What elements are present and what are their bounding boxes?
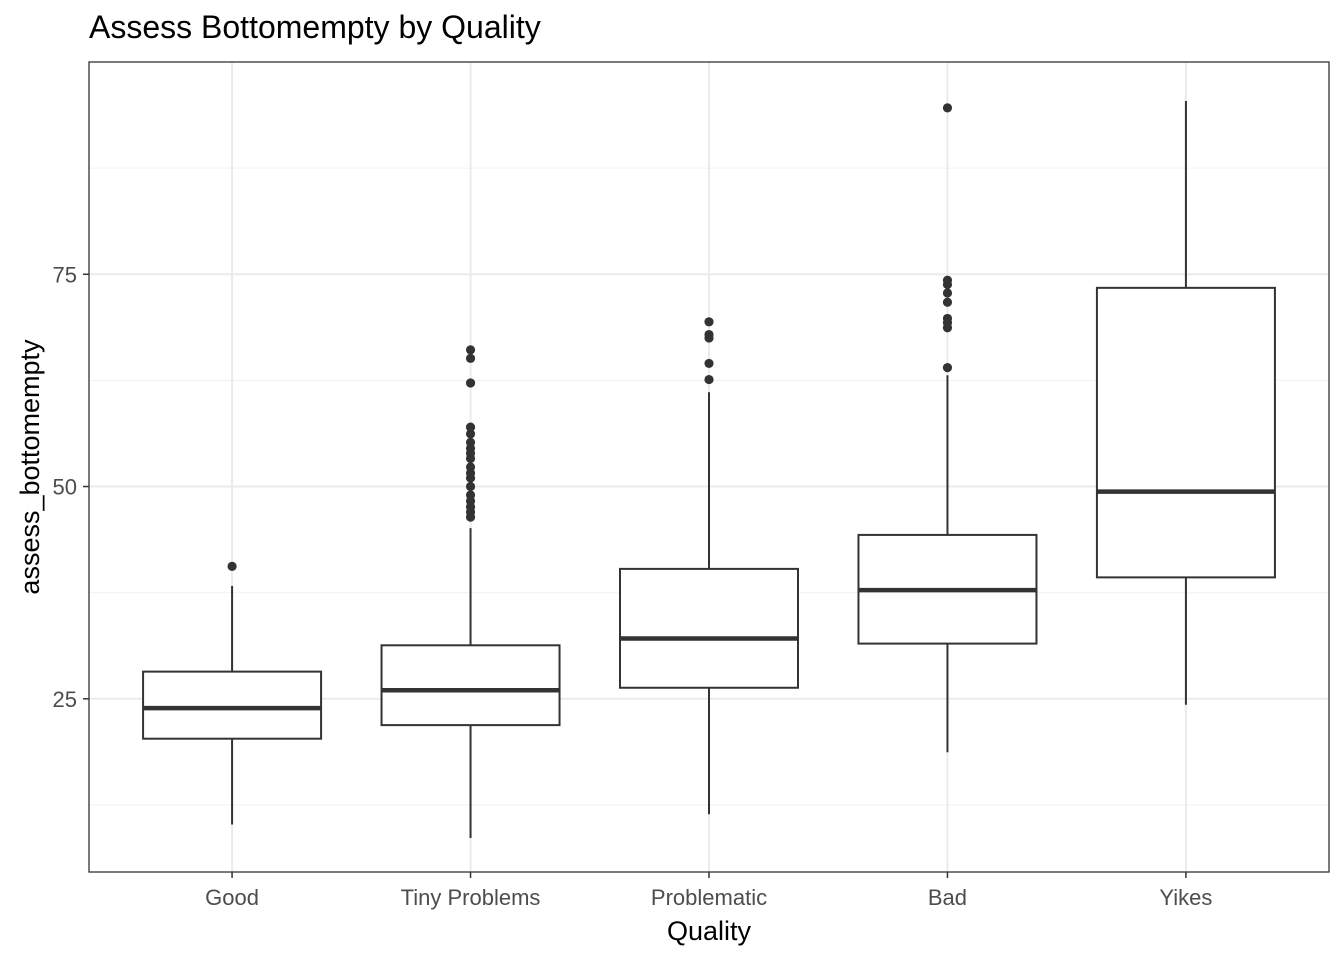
box-iqr [142, 670, 323, 740]
outlier-point [465, 353, 476, 363]
box-iqr [619, 567, 799, 689]
outlier-point [942, 363, 953, 373]
x-axis-title: Quality [667, 916, 752, 946]
outlier-point [465, 490, 476, 500]
axes: 25 50 75 Good Tiny Problems Problematic Bad Yik… [53, 262, 1213, 910]
boxplot-problematic [619, 317, 799, 815]
outlier-point [942, 275, 953, 285]
outlier-point [465, 437, 476, 447]
x-tick-label: Tiny Problems [401, 885, 541, 910]
outlier-point [465, 422, 476, 432]
x-tick-label: Yikes [1159, 885, 1212, 910]
outlier-point [465, 378, 476, 388]
boxplot-bad [857, 103, 1038, 753]
outlier-point [465, 429, 476, 439]
boxplot-layer [142, 101, 1276, 839]
outlier-point [942, 103, 953, 113]
outlier-point [227, 561, 237, 571]
boxplot-yikes [1095, 101, 1276, 705]
x-tick-label: Bad [928, 885, 967, 910]
boxplot-tiny-problems [380, 345, 561, 839]
outlier-point [465, 345, 476, 355]
outlier-point [465, 462, 476, 472]
x-tick-label: Good [205, 885, 259, 910]
outlier-point [704, 374, 714, 385]
outlier-point [704, 317, 714, 327]
boxplot-good [142, 561, 323, 825]
box-iqr [380, 644, 561, 727]
outlier-point [942, 288, 953, 298]
outlier-point [465, 481, 476, 492]
outlier-point [942, 313, 953, 324]
chart-title: Assess Bottomempty by Quality [89, 9, 541, 45]
y-tick-label: 50 [53, 475, 77, 500]
box-iqr [1095, 286, 1276, 579]
x-tick-label: Problematic [651, 885, 767, 910]
outlier-point [942, 297, 953, 307]
y-tick-label: 25 [53, 687, 77, 712]
y-tick-label: 75 [53, 262, 77, 287]
y-axis-title: assess_bottomempty [15, 339, 45, 595]
outlier-point [704, 358, 714, 369]
outlier-point [704, 329, 714, 340]
